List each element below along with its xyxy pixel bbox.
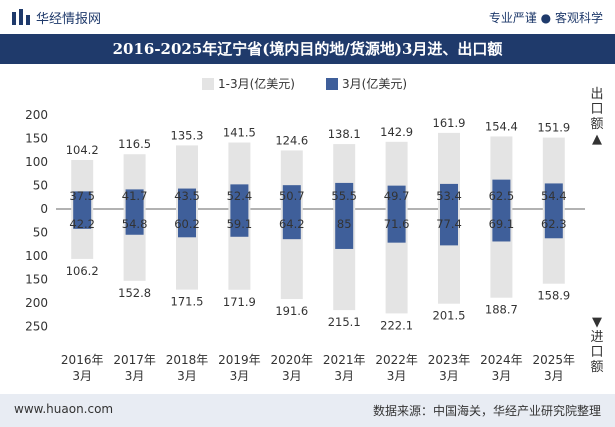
data-label-1-3-export: 151.9 bbox=[537, 121, 570, 135]
data-label-3-import: 77.4 bbox=[436, 217, 462, 231]
x-tick-label: 2016年 3月 bbox=[61, 353, 104, 383]
data-label-1-3-import: 215.1 bbox=[328, 315, 361, 329]
y-tick-label: 150 bbox=[25, 132, 48, 146]
bar-3-import bbox=[440, 209, 458, 246]
data-label-3-import: 64.2 bbox=[279, 217, 305, 231]
y-tick-label: 150 bbox=[25, 273, 48, 287]
y-tick-label: 200 bbox=[25, 296, 48, 310]
bar-3-import bbox=[73, 209, 92, 229]
bar-3-export bbox=[230, 184, 249, 209]
slogan: 专业严谨 ● 客观科学 bbox=[489, 9, 603, 26]
data-label-3-export: 54.4 bbox=[541, 189, 567, 203]
data-label-3-import: 54.8 bbox=[122, 217, 148, 231]
bar-3-export bbox=[492, 179, 511, 209]
data-label-3-export: 37.5 bbox=[69, 189, 95, 203]
x-tick-label: 2024年 3月 bbox=[480, 353, 523, 383]
x-tick-label: 2021年 3月 bbox=[323, 353, 366, 383]
data-label-3-export: 50.7 bbox=[279, 189, 305, 203]
data-label-3-export: 62.5 bbox=[489, 189, 515, 203]
data-label-1-3-export: 124.6 bbox=[275, 133, 308, 147]
bar-3-import bbox=[178, 209, 196, 238]
legend-swatch-1-3 bbox=[202, 78, 214, 90]
slogan-left: 专业严谨 bbox=[488, 11, 537, 25]
x-tick-label: 2018年 3月 bbox=[166, 353, 209, 383]
bar-3-import bbox=[230, 209, 249, 237]
data-label-1-3-import: 152.8 bbox=[118, 286, 151, 300]
legend-label-3: 3月(亿美元) bbox=[342, 76, 407, 91]
data-label-3-export: 41.7 bbox=[122, 189, 148, 203]
data-label-1-3-export: 116.5 bbox=[118, 137, 151, 151]
right-label-import: ▼进口额 bbox=[590, 315, 603, 375]
y-tick-label: 100 bbox=[25, 249, 48, 263]
data-label-1-3-export: 141.5 bbox=[223, 125, 256, 139]
data-label-1-3-import: 106.2 bbox=[66, 264, 99, 278]
data-label-3-export: 53.4 bbox=[436, 189, 462, 203]
data-label-1-3-import: 191.6 bbox=[275, 304, 308, 318]
right-label-export: 出口额▲ bbox=[590, 87, 603, 147]
legend-label-1-3: 1-3月(亿美元) bbox=[218, 76, 295, 91]
data-label-1-3-export: 161.9 bbox=[433, 116, 466, 130]
y-tick-label: 0 bbox=[40, 202, 48, 216]
data-label-3-import: 85 bbox=[337, 217, 352, 231]
bar-3-import bbox=[492, 209, 511, 242]
data-label-1-3-import: 171.5 bbox=[171, 295, 204, 309]
x-tick-label: 2023年 3月 bbox=[428, 353, 471, 383]
data-label-3-export: 49.7 bbox=[384, 189, 410, 203]
brand-logo-icon bbox=[12, 9, 30, 25]
data-label-3-import: 62.3 bbox=[541, 217, 567, 231]
x-tick-label: 2022年 3月 bbox=[375, 353, 418, 383]
slogan-separator: ● bbox=[540, 11, 552, 25]
data-label-1-3-import: 158.9 bbox=[537, 289, 570, 303]
data-label-3-import: 60.2 bbox=[174, 217, 200, 231]
bar-3-export bbox=[440, 183, 458, 209]
data-label-1-3-import: 201.5 bbox=[433, 309, 466, 323]
bar-3-export bbox=[335, 182, 354, 209]
x-tick-label: 2017年 3月 bbox=[113, 353, 156, 383]
chart: 1-3月(亿美元) 3月(亿美元) 200 150 100 50 0 50 100 150 200 2… bbox=[25, 76, 603, 383]
data-label-1-3-export: 135.3 bbox=[171, 128, 204, 142]
y-tick-label: 50 bbox=[33, 226, 48, 240]
data-label-1-3-export: 142.9 bbox=[380, 125, 413, 139]
bar-3-export bbox=[178, 188, 196, 209]
data-label-1-3-export: 138.1 bbox=[328, 127, 361, 141]
bar-3-export bbox=[73, 191, 92, 209]
bar-3-import bbox=[282, 209, 301, 240]
slogan-right: 客观科学 bbox=[554, 11, 603, 25]
bar-3-import bbox=[387, 209, 406, 243]
y-tick-label: 250 bbox=[25, 320, 48, 334]
data-label-1-3-export: 154.4 bbox=[485, 119, 518, 133]
legend-swatch-3 bbox=[326, 78, 338, 90]
y-tick-label: 100 bbox=[25, 155, 48, 169]
data-label-3-export: 43.5 bbox=[174, 189, 200, 203]
data-label-1-3-import: 188.7 bbox=[485, 303, 518, 317]
footer: www.huaon.com 数据来源：中国海关，华经产业研究院整理 bbox=[0, 394, 615, 427]
bar-3-export bbox=[125, 189, 144, 209]
footer-source: 数据来源：中国海关，华经产业研究院整理 bbox=[372, 404, 601, 418]
data-label-1-3-import: 222.1 bbox=[380, 318, 413, 332]
data-label-1-3-import: 171.9 bbox=[223, 295, 256, 309]
bar-3-import bbox=[125, 209, 144, 235]
y-tick-label: 200 bbox=[25, 108, 48, 122]
data-label-3-export: 52.4 bbox=[227, 189, 253, 203]
chart-title: 2016-2025年辽宁省(境内目的地/货源地)3月进、出口额 bbox=[112, 40, 503, 58]
data-label-3-export: 55.5 bbox=[331, 189, 357, 203]
data-label-3-import: 71.6 bbox=[384, 217, 410, 231]
y-tick-label: 50 bbox=[33, 179, 48, 193]
brand-name: 华经情报网 bbox=[36, 12, 102, 27]
top-bar: 华经情报网 专业严谨 ● 客观科学 bbox=[0, 0, 615, 34]
bar-3-export bbox=[544, 183, 563, 209]
bar-3-export bbox=[387, 185, 406, 209]
data-label-3-import: 42.2 bbox=[69, 217, 95, 231]
title-bar: 2016-2025年辽宁省(境内目的地/货源地)3月进、出口额 bbox=[0, 34, 615, 64]
data-label-3-import: 59.1 bbox=[227, 217, 253, 231]
x-tick-label: 2019年 3月 bbox=[218, 353, 261, 383]
footer-url[interactable]: www.huaon.com bbox=[14, 402, 114, 416]
bar-3-import bbox=[544, 209, 563, 239]
x-tick-label: 2020年 3月 bbox=[271, 353, 314, 383]
data-label-1-3-export: 104.2 bbox=[66, 143, 99, 157]
bar-3-import bbox=[335, 209, 354, 249]
bar-3-export bbox=[282, 185, 301, 209]
x-tick-label: 2025年 3月 bbox=[533, 353, 576, 383]
data-label-3-import: 69.1 bbox=[489, 217, 515, 231]
